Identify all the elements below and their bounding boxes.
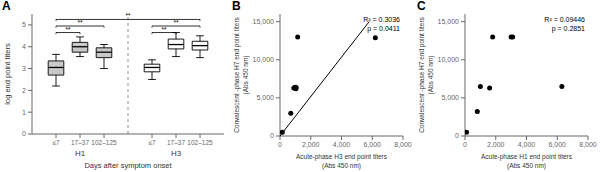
html-text:Acute-phase H3 end point titer: Acute-phase H3 end point titers (Abs 450…	[296, 153, 387, 169]
svg-text:2,000: 2,000	[487, 141, 505, 148]
svg-text:15,000: 15,000	[438, 18, 460, 25]
svg-text:0: 0	[22, 130, 26, 137]
svg-text:**: **	[65, 26, 71, 33]
svg-text:4: 4	[22, 43, 26, 50]
html-text:Days after symptom onset: Days after symptom onset	[84, 160, 172, 170]
svg-text:17–37: 17–37	[71, 139, 89, 146]
svg-text:17–37: 17–37	[167, 139, 185, 146]
svg-text:6,000: 6,000	[363, 141, 381, 148]
html-text:B: B	[232, 0, 241, 13]
svg-text:10,000: 10,000	[253, 56, 275, 63]
html-text:A: A	[2, 0, 11, 13]
svg-text:H1: H1	[75, 149, 86, 158]
svg-text:0: 0	[463, 141, 467, 148]
svg-text:4,000: 4,000	[333, 141, 351, 148]
html-text:R² = 0.09446 p = 0.2851: R² = 0.09446 p = 0.2851	[544, 16, 585, 32]
svg-text:**: **	[173, 19, 179, 26]
svg-text:≤7: ≤7	[52, 139, 60, 146]
svg-text:0: 0	[455, 132, 459, 139]
svg-text:15,000: 15,000	[253, 18, 275, 25]
svg-text:5: 5	[22, 21, 26, 28]
svg-text:0: 0	[278, 141, 282, 148]
html-text:log end point titers: log end point titers	[3, 43, 12, 105]
svg-text:2,000: 2,000	[302, 141, 320, 148]
svg-text:5,000: 5,000	[256, 94, 274, 101]
svg-text:1: 1	[22, 109, 26, 116]
svg-text:0: 0	[270, 132, 274, 139]
svg-text:3: 3	[22, 65, 26, 72]
svg-text:**: **	[161, 26, 167, 33]
svg-text:6,000: 6,000	[548, 141, 566, 148]
svg-text:8,000: 8,000	[579, 141, 592, 148]
svg-text:**: **	[77, 19, 83, 26]
svg-text:4,000: 4,000	[518, 141, 536, 148]
svg-text:5,000: 5,000	[441, 94, 459, 101]
svg-text:102–125: 102–125	[91, 139, 117, 146]
html-text:Acute-phase H1 end point titer: Acute-phase H1 end point titers (Abs 450…	[481, 153, 572, 169]
html-text:Convalescent -phase H7 end poi: Convalescent -phase H7 end point titers …	[417, 17, 433, 133]
html-text:Convalescent -phase H7 end poi: Convalescent -phase H7 end point titers …	[232, 17, 248, 133]
html-text:C: C	[417, 0, 426, 13]
svg-text:2: 2	[22, 87, 26, 94]
svg-text:102–125: 102–125	[187, 139, 213, 146]
svg-text:8,000: 8,000	[394, 141, 412, 148]
svg-text:10,000: 10,000	[438, 56, 460, 63]
svg-text:**: **	[125, 12, 131, 19]
svg-text:H3: H3	[171, 149, 182, 158]
svg-text:≤7: ≤7	[148, 139, 156, 146]
html-text:R² = 0.3036 p = 0.0411: R² = 0.3036 p = 0.0411	[363, 16, 400, 32]
